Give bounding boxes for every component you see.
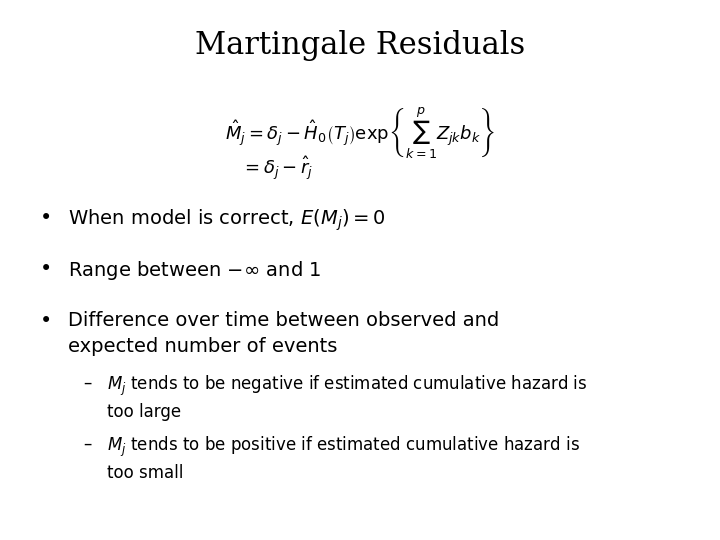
Text: When model is correct, $E(M_j) = 0$: When model is correct, $E(M_j) = 0$ (68, 208, 387, 233)
Text: •: • (40, 259, 52, 279)
Text: •: • (40, 310, 52, 330)
Text: $= \delta_j - \hat{r}_j$: $= \delta_j - \hat{r}_j$ (241, 154, 313, 182)
Text: $M_j$ tends to be negative if estimated cumulative hazard is
too large: $M_j$ tends to be negative if estimated … (107, 374, 587, 422)
Text: Martingale Residuals: Martingale Residuals (195, 30, 525, 60)
Text: –: – (83, 374, 91, 391)
Text: $\hat{M}_j = \delta_j - \hat{H}_0\left(T_j\right)\mathrm{exp}\left\{\sum_{k=1}^{: $\hat{M}_j = \delta_j - \hat{H}_0\left(T… (225, 105, 495, 160)
Text: •: • (40, 208, 52, 228)
Text: Range between $-\infty$ and 1: Range between $-\infty$ and 1 (68, 259, 322, 282)
Text: –: – (83, 435, 91, 453)
Text: Difference over time between observed and
expected number of events: Difference over time between observed an… (68, 310, 500, 356)
Text: $M_j$ tends to be positive if estimated cumulative hazard is
too small: $M_j$ tends to be positive if estimated … (107, 435, 580, 483)
